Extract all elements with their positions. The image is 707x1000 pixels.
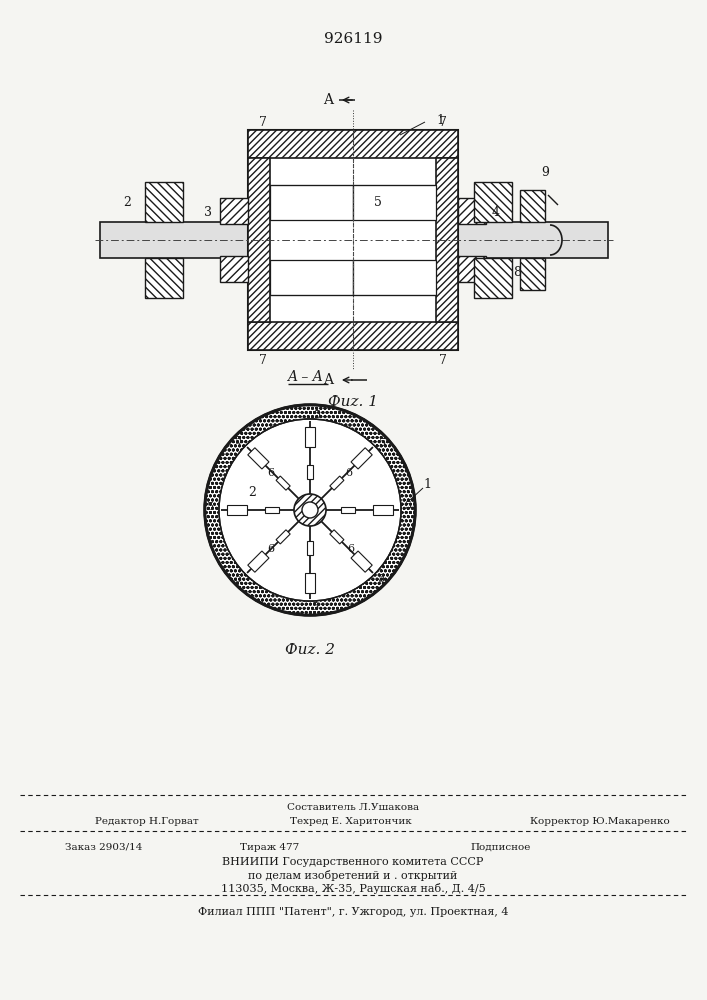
Text: 5: 5 bbox=[235, 436, 243, 446]
Text: 8: 8 bbox=[513, 266, 521, 279]
Bar bbox=[353, 185, 436, 220]
Text: 926119: 926119 bbox=[324, 32, 382, 46]
Bar bbox=[145, 258, 183, 298]
Polygon shape bbox=[265, 507, 279, 513]
Text: 5: 5 bbox=[207, 502, 214, 512]
Text: 9: 9 bbox=[541, 165, 549, 178]
Text: A – A: A – A bbox=[287, 370, 323, 384]
Text: 6: 6 bbox=[267, 544, 274, 554]
Text: Фuz. 1: Фuz. 1 bbox=[328, 395, 378, 409]
Circle shape bbox=[302, 502, 318, 518]
Bar bbox=[248, 158, 270, 322]
Bar bbox=[458, 198, 486, 224]
Text: Техред Е. Харитончик: Техред Е. Харитончик bbox=[290, 817, 411, 826]
Text: Фuz. 2: Фuz. 2 bbox=[285, 643, 335, 657]
Polygon shape bbox=[305, 427, 315, 447]
Text: Составитель Л.Ушакова: Составитель Л.Ушакова bbox=[287, 803, 419, 812]
Polygon shape bbox=[247, 448, 269, 469]
Text: A: A bbox=[323, 373, 333, 387]
Text: 6: 6 bbox=[267, 468, 274, 478]
Text: Подписное: Подписное bbox=[470, 843, 530, 852]
Text: ВНИИПИ Государственного комитета СССР: ВНИИПИ Государственного комитета СССР bbox=[222, 857, 484, 867]
Text: 5: 5 bbox=[235, 574, 243, 584]
Text: 4: 4 bbox=[492, 206, 500, 219]
Text: Редактор Н.Горват: Редактор Н.Горват bbox=[95, 817, 199, 826]
Text: Филиал ППП "Патент", г. Ужгород, ул. Проектная, 4: Филиал ППП "Патент", г. Ужгород, ул. Про… bbox=[198, 907, 508, 917]
Text: 5: 5 bbox=[315, 410, 322, 420]
Polygon shape bbox=[351, 551, 372, 572]
Text: 3: 3 bbox=[204, 206, 212, 219]
Bar bbox=[145, 182, 183, 222]
Polygon shape bbox=[307, 465, 313, 479]
Polygon shape bbox=[276, 476, 290, 490]
Text: 113035, Москва, Ж-35, Раушская наб., Д. 4/5: 113035, Москва, Ж-35, Раушская наб., Д. … bbox=[221, 883, 486, 894]
Wedge shape bbox=[205, 405, 415, 615]
Text: Заказ 2903/14: Заказ 2903/14 bbox=[65, 843, 142, 852]
Text: 5: 5 bbox=[379, 438, 386, 448]
Circle shape bbox=[219, 419, 401, 601]
Bar bbox=[100, 222, 608, 258]
Polygon shape bbox=[373, 505, 393, 515]
Bar bbox=[458, 256, 486, 282]
Polygon shape bbox=[307, 541, 313, 555]
Bar bbox=[220, 256, 248, 282]
Text: 1: 1 bbox=[436, 113, 444, 126]
Bar bbox=[248, 322, 458, 350]
Circle shape bbox=[205, 405, 415, 615]
Polygon shape bbox=[329, 530, 344, 544]
Text: 7: 7 bbox=[259, 115, 267, 128]
Polygon shape bbox=[247, 551, 269, 572]
Text: 2: 2 bbox=[123, 196, 131, 209]
Bar bbox=[248, 130, 458, 158]
Text: 6: 6 bbox=[346, 468, 353, 478]
Text: 5: 5 bbox=[405, 501, 413, 511]
Polygon shape bbox=[305, 573, 315, 593]
Bar bbox=[220, 198, 248, 224]
Text: 6: 6 bbox=[348, 544, 355, 554]
Text: 2: 2 bbox=[248, 486, 256, 498]
Polygon shape bbox=[227, 505, 247, 515]
Text: 5: 5 bbox=[378, 574, 385, 584]
Text: 5: 5 bbox=[312, 602, 320, 612]
Text: 7: 7 bbox=[439, 354, 447, 366]
Bar bbox=[248, 130, 458, 350]
Bar bbox=[270, 185, 353, 220]
Text: 5: 5 bbox=[374, 196, 382, 209]
Bar bbox=[270, 260, 353, 295]
Polygon shape bbox=[341, 507, 355, 513]
Text: 7: 7 bbox=[259, 354, 267, 366]
Polygon shape bbox=[329, 476, 344, 490]
Circle shape bbox=[294, 494, 326, 526]
Bar bbox=[474, 258, 512, 298]
Bar bbox=[474, 182, 512, 222]
Text: A: A bbox=[323, 93, 333, 107]
Polygon shape bbox=[351, 448, 372, 469]
Bar bbox=[520, 190, 545, 222]
Text: 7: 7 bbox=[439, 115, 447, 128]
Bar bbox=[436, 158, 458, 322]
Bar bbox=[520, 258, 545, 290]
Text: Тираж 477: Тираж 477 bbox=[240, 843, 299, 852]
Text: по делам изобретений и . открытий: по делам изобретений и . открытий bbox=[248, 870, 457, 881]
Text: Корректор Ю.Макаренко: Корректор Ю.Макаренко bbox=[530, 817, 670, 826]
Polygon shape bbox=[276, 530, 290, 544]
Text: 1: 1 bbox=[423, 479, 431, 491]
Bar bbox=[353, 260, 436, 295]
